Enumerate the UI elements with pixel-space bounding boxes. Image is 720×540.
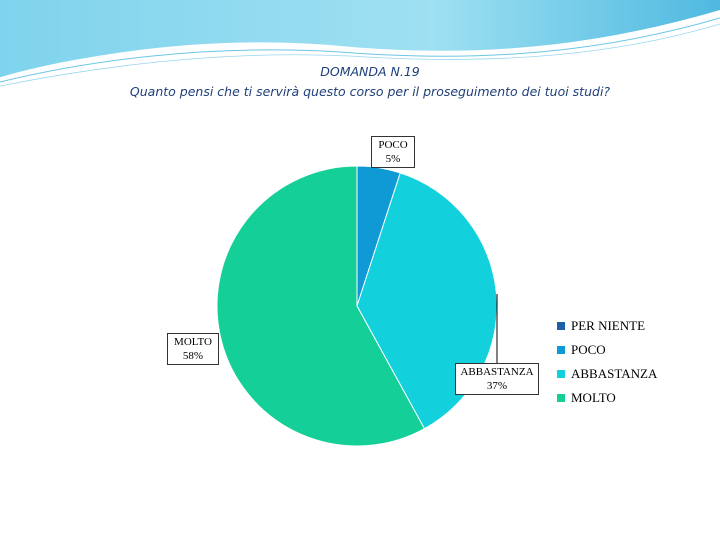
legend-swatch-poco xyxy=(557,346,565,354)
data-label-abbastanza-value: 37% xyxy=(486,380,508,392)
data-label-molto: MOLTO 58% xyxy=(167,333,219,365)
data-label-poco: POCO 5% xyxy=(371,136,415,168)
chart-title: DOMANDA N.19 xyxy=(320,64,420,79)
legend-swatch-abbastanza xyxy=(557,370,565,378)
data-label-abbastanza: ABBASTANZA 37% xyxy=(455,363,539,395)
data-label-poco-category: POCO xyxy=(378,139,408,151)
legend-label-per-niente: PER NIENTE xyxy=(571,318,646,333)
legend-label-abbastanza: ABBASTANZA xyxy=(571,366,658,381)
legend-item-per-niente: PER NIENTE xyxy=(557,316,657,340)
header-banner xyxy=(0,0,720,87)
legend-swatch-molto xyxy=(557,394,565,402)
data-label-poco-value: 5% xyxy=(385,153,401,165)
pie-slice-molto xyxy=(216,165,426,447)
legend: PER NIENTE POCO ABBASTANZA MOLTO xyxy=(557,316,657,412)
legend-swatch-per-niente xyxy=(557,322,565,330)
legend-label-poco: POCO xyxy=(571,342,606,357)
data-label-abbastanza-category: ABBASTANZA xyxy=(460,366,534,378)
legend-item-abbastanza: ABBASTANZA xyxy=(557,364,657,388)
legend-label-molto: MOLTO xyxy=(571,390,616,405)
data-label-molto-category: MOLTO xyxy=(174,336,212,348)
chart-subtitle: Quanto pensi che ti servirà questo corso… xyxy=(129,84,611,99)
data-label-molto-value: 58% xyxy=(182,350,204,362)
legend-item-molto: MOLTO xyxy=(557,388,657,412)
legend-item-poco: POCO xyxy=(557,340,657,364)
